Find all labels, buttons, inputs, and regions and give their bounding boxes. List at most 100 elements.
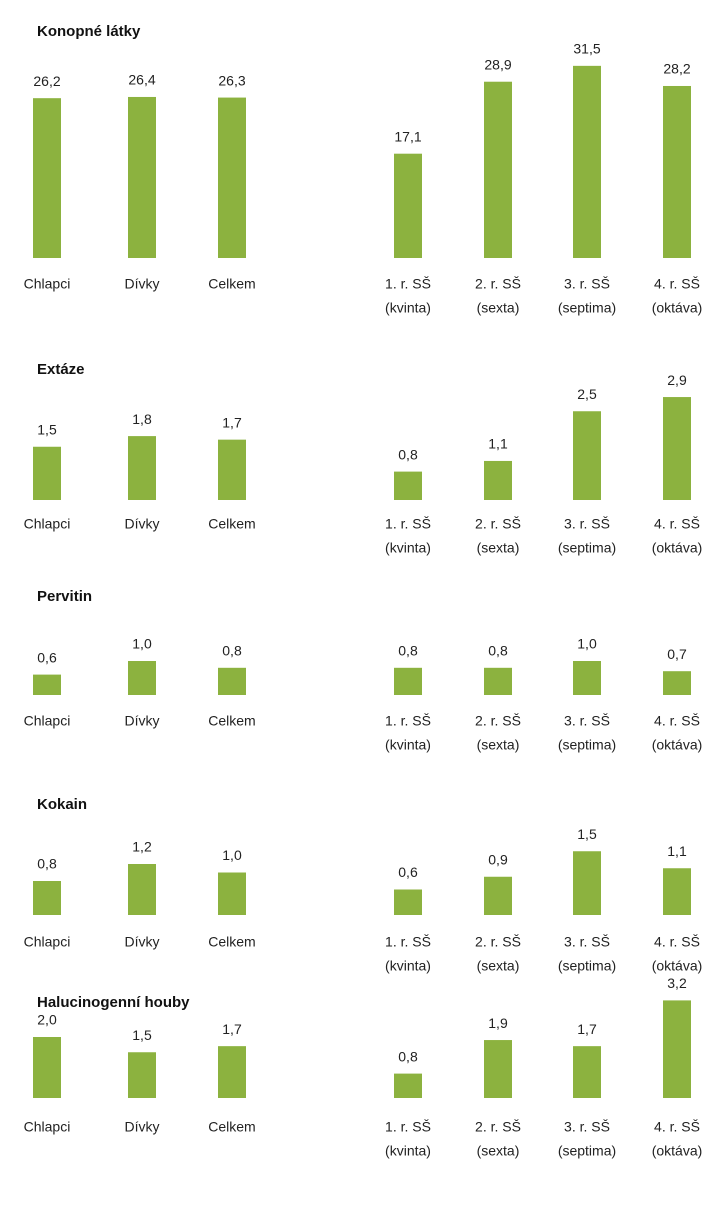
category-label: 3. r. SŠ <box>564 516 610 532</box>
category-label: 1. r. SŠ <box>385 934 431 950</box>
value-label: 1,0 <box>132 636 152 652</box>
category-label: 2. r. SŠ <box>475 276 521 292</box>
bar <box>394 1073 422 1098</box>
category-label: 4. r. SŠ <box>654 934 700 950</box>
bar <box>394 471 422 500</box>
category-label: 1. r. SŠ <box>385 713 431 729</box>
category-label: (oktáva) <box>652 737 703 753</box>
value-label: 1,9 <box>488 1015 508 1031</box>
category-label: (kvinta) <box>385 737 431 753</box>
value-label: 0,8 <box>398 446 418 462</box>
bar <box>128 1052 156 1098</box>
value-label: 0,8 <box>37 856 57 872</box>
chart-title: Extáze <box>37 361 85 378</box>
category-label: (oktáva) <box>652 958 703 974</box>
category-label: (septima) <box>558 958 616 974</box>
value-label: 1,7 <box>577 1021 597 1037</box>
bar <box>128 96 156 259</box>
value-label: 28,2 <box>663 61 690 77</box>
bar <box>484 460 512 500</box>
category-label: Chlapci <box>24 934 71 950</box>
bar <box>663 1000 691 1098</box>
bar <box>484 876 512 915</box>
category-label: Celkem <box>208 934 255 950</box>
category-label: (sexta) <box>477 958 520 974</box>
bar <box>218 667 246 695</box>
value-label: 31,5 <box>573 41 600 57</box>
value-label: 0,8 <box>398 1048 418 1064</box>
value-label: 1,7 <box>222 1021 242 1037</box>
value-label: 3,2 <box>667 975 687 991</box>
value-label: 1,1 <box>667 843 687 859</box>
category-label: 3. r. SŠ <box>564 276 610 292</box>
value-label: 1,7 <box>222 414 242 430</box>
category-label: (sexta) <box>477 300 520 316</box>
bar <box>573 65 601 258</box>
value-label: 0,7 <box>667 646 687 662</box>
chart-title: Pervitin <box>37 588 92 605</box>
category-label: (sexta) <box>477 737 520 753</box>
chart-title: Kokain <box>37 796 87 813</box>
value-label: 1,2 <box>132 839 152 855</box>
value-label: 1,5 <box>37 421 57 437</box>
category-label: Celkem <box>208 713 255 729</box>
category-label: 4. r. SŠ <box>654 713 700 729</box>
category-label: Celkem <box>208 276 255 292</box>
bar <box>33 446 61 500</box>
category-label: Chlapci <box>24 516 71 532</box>
category-label: 2. r. SŠ <box>475 1119 521 1135</box>
bar <box>484 667 512 695</box>
value-label: 0,8 <box>488 643 508 659</box>
bar <box>663 397 691 500</box>
category-label: (sexta) <box>477 540 520 556</box>
category-label: (kvinta) <box>385 540 431 556</box>
bar <box>573 661 601 695</box>
chart-title: Halucinogenní houby <box>37 994 190 1011</box>
value-label: 0,8 <box>222 643 242 659</box>
category-label: 2. r. SŠ <box>475 516 521 532</box>
category-label: (kvinta) <box>385 958 431 974</box>
category-label: Dívky <box>125 713 160 729</box>
category-label: Chlapci <box>24 713 71 729</box>
category-label: Dívky <box>125 516 160 532</box>
bar <box>573 851 601 915</box>
value-label: 0,9 <box>488 851 508 867</box>
value-label: 2,9 <box>667 372 687 388</box>
category-label: (kvinta) <box>385 300 431 316</box>
bar <box>484 1040 512 1098</box>
bar <box>33 98 61 259</box>
category-label: (oktáva) <box>652 300 703 316</box>
value-label: 1,0 <box>577 636 597 652</box>
value-label: 0,8 <box>398 643 418 659</box>
category-label: (sexta) <box>477 1143 520 1159</box>
category-label: Chlapci <box>24 276 71 292</box>
category-label: Celkem <box>208 1119 255 1135</box>
bar <box>128 864 156 915</box>
category-label: (oktáva) <box>652 540 703 556</box>
chart-title: Konopné látky <box>37 23 141 40</box>
value-label: 26,3 <box>218 72 245 88</box>
bar <box>128 661 156 695</box>
value-label: 28,9 <box>484 56 511 72</box>
bar <box>128 436 156 500</box>
bar <box>218 439 246 500</box>
value-label: 26,2 <box>33 73 60 89</box>
value-label: 26,4 <box>128 72 155 88</box>
value-label: 1,0 <box>222 847 242 863</box>
category-label: Chlapci <box>24 1119 71 1135</box>
value-label: 2,5 <box>577 386 597 402</box>
category-label: (septima) <box>558 737 616 753</box>
bar <box>663 868 691 915</box>
bar <box>573 1046 601 1098</box>
category-label: Dívky <box>125 934 160 950</box>
bar <box>33 881 61 915</box>
category-label: 4. r. SŠ <box>654 1119 700 1135</box>
category-label: 4. r. SŠ <box>654 276 700 292</box>
value-label: 2,0 <box>37 1012 57 1028</box>
bar <box>663 85 691 258</box>
value-label: 17,1 <box>394 128 421 144</box>
category-label: (septima) <box>558 300 616 316</box>
value-label: 1,5 <box>577 826 597 842</box>
category-label: Dívky <box>125 1119 160 1135</box>
